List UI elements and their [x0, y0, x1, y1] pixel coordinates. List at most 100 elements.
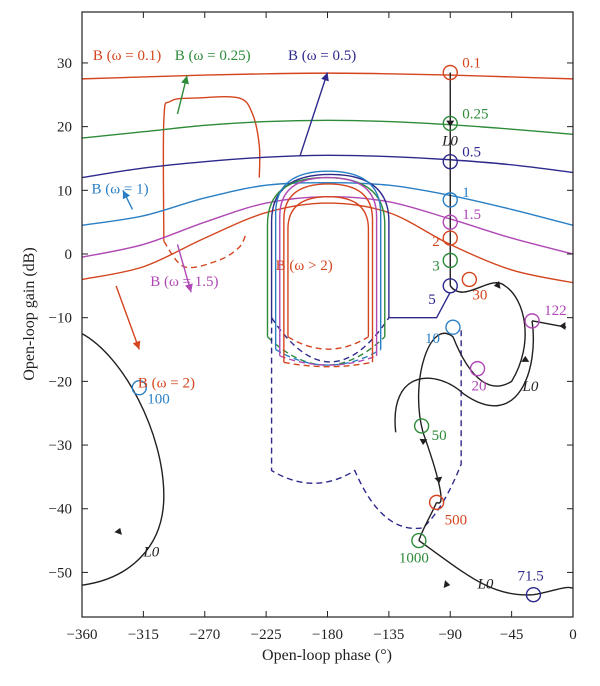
frequency-label: 100 — [147, 392, 170, 408]
x-tick-label: −225 — [251, 627, 282, 643]
frequency-label: 20 — [472, 379, 487, 395]
x-tick-label: −180 — [312, 627, 343, 643]
annotation-arrow-head — [132, 340, 141, 350]
frequency-marker — [442, 252, 458, 269]
bound-label: B (ω = 1) — [92, 182, 149, 198]
lobe-w1 — [274, 170, 382, 350]
bound-w2 — [81, 202, 574, 284]
y-tick-label: −50 — [49, 565, 72, 581]
L0-direction-arrow — [446, 120, 455, 127]
frequency-label: 1 — [462, 185, 470, 201]
frequency-marker — [525, 587, 542, 603]
annotation-arrow-head — [181, 75, 189, 85]
frequency-marker — [411, 532, 427, 549]
frequency-label: 1.5 — [462, 207, 481, 223]
x-tick-label: −360 — [67, 627, 98, 643]
frequency-label: 500 — [445, 512, 468, 528]
y-tick-label: −20 — [49, 374, 72, 390]
y-axis-title: Open-loop gain (dB) — [21, 247, 38, 380]
x-tick-label: −45 — [500, 627, 523, 643]
L0-direction-arrow — [493, 280, 501, 289]
frequency-label: 0.1 — [462, 56, 481, 72]
L0-left-arc — [81, 332, 165, 586]
y-tick-label: 20 — [57, 120, 72, 136]
frequency-marker — [461, 271, 478, 288]
lobe-w2-dashed — [283, 361, 373, 368]
annotation-arrow-head — [185, 283, 193, 293]
L0-main-fill — [418, 502, 438, 541]
annotation-arrows — [115, 72, 329, 350]
bound-w0-5 — [81, 154, 574, 179]
frequency-label: 30 — [472, 287, 487, 303]
frequency-marker — [413, 418, 430, 434]
frequency-label: 5 — [428, 292, 436, 308]
lobe-w2 — [283, 183, 374, 363]
frequency-label: 1000 — [399, 551, 429, 567]
x-tick-label: 0 — [569, 627, 577, 643]
L0-main-descent — [418, 540, 574, 596]
y-tick-label: 10 — [57, 183, 72, 199]
open-loop-locus — [81, 72, 574, 596]
frequency-label: 2 — [432, 234, 440, 250]
L0-inner-loop — [394, 320, 535, 433]
plot-frame — [81, 11, 574, 618]
L0-direction-arrow — [443, 580, 451, 589]
frequency-label: 71.5 — [517, 569, 543, 585]
frequency-label: 0.25 — [462, 106, 488, 122]
frequency-label: 122 — [544, 303, 567, 319]
L0-direction-arrow — [419, 438, 428, 446]
bound-label: B (ω > 2) — [276, 258, 333, 274]
lobe-w0-5 — [270, 173, 390, 318]
bound-w0-1-cup — [162, 95, 261, 242]
x-tick-label: −135 — [373, 627, 404, 643]
L0-label: L0 — [441, 134, 458, 150]
bounds-layer — [81, 72, 574, 284]
frequency-marker — [445, 319, 461, 335]
frequency-marker — [428, 494, 445, 511]
y-tick-label: 0 — [65, 247, 73, 263]
bound-w0-1-cup-dashed — [163, 234, 247, 269]
frequency-markers: 0.1 0.25 0.5 1 1.5 2 3 5 10 30 20 122 50 500 1000 100 71… — [131, 56, 567, 603]
high-frequency-bounds — [266, 170, 462, 530]
bound-label: B (ω = 0.5) — [288, 48, 356, 64]
frequency-marker — [442, 230, 458, 246]
lobe-wgt2-dashed — [287, 336, 369, 350]
lobe-wgt2 — [287, 195, 370, 337]
annotation-arrow-shaft — [299, 72, 329, 156]
y-tick-label: −40 — [49, 502, 72, 518]
bound-w0-5-step — [388, 291, 451, 319]
bound-w0-25 — [81, 119, 574, 139]
frequency-marker — [524, 313, 540, 329]
annotation-arrow-shaft — [176, 244, 192, 293]
annotation-arrow-head — [321, 72, 329, 82]
lobe-w1-5-dashed — [279, 355, 377, 366]
bound-label: B (ω = 0.1) — [93, 48, 161, 64]
annotation-arrow-head — [122, 190, 131, 200]
frequency-label: 50 — [432, 428, 447, 444]
frequency-marker — [442, 64, 458, 81]
bound-label: B (ω = 2) — [138, 376, 195, 392]
y-tick-label: −10 — [49, 311, 72, 327]
lobe-w1-dashed — [275, 348, 382, 366]
frequency-marker — [442, 214, 458, 230]
bound-w1 — [81, 181, 574, 227]
annotation-labels: B (ω = 0.1) B (ω = 0.25) B (ω = 0.5) B (ω =… — [92, 48, 539, 593]
frequency-marker — [442, 153, 458, 170]
frequency-label: 10 — [425, 331, 440, 347]
frequency-marker — [442, 278, 458, 294]
x-axis-title: Open-loop phase (°) — [262, 647, 392, 664]
y-axis-ticks: −50 −40 −30 −20 −10 0 10 20 30 — [49, 56, 573, 581]
frequency-label: 3 — [432, 258, 440, 274]
lobe-w0-5-dashed — [270, 317, 390, 363]
frequency-marker — [469, 360, 486, 377]
x-tick-label: −270 — [189, 627, 220, 643]
annotation-arrow-shaft — [115, 285, 140, 350]
lobe-w1-5 — [279, 176, 378, 356]
y-tick-label: −30 — [49, 438, 72, 454]
L0-direction-arrow — [559, 321, 566, 330]
L0-label: L0 — [477, 576, 494, 592]
L0-direction-arrow — [521, 355, 530, 362]
x-tick-label: −315 — [128, 627, 159, 643]
bound-label: B (ω = 0.25) — [175, 48, 251, 64]
